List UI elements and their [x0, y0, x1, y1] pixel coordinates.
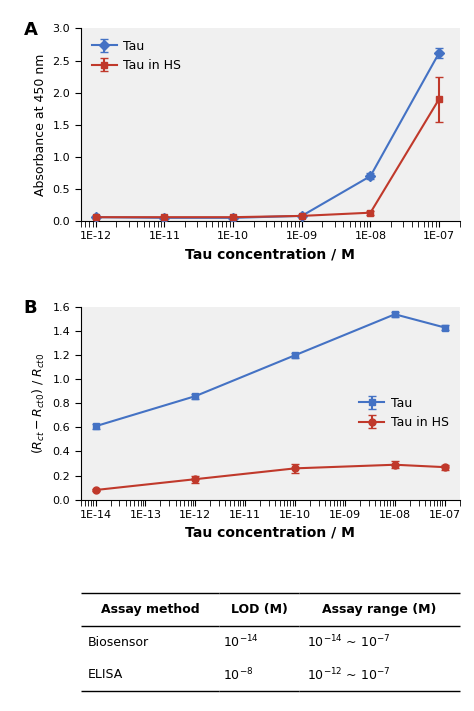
Y-axis label: Absorbance at 450 nm: Absorbance at 450 nm	[34, 53, 47, 196]
X-axis label: Tau concentration / M: Tau concentration / M	[185, 247, 355, 261]
Legend: Tau, Tau in HS: Tau, Tau in HS	[87, 35, 186, 77]
X-axis label: Tau concentration / M: Tau concentration / M	[185, 525, 355, 540]
Text: B: B	[24, 299, 37, 317]
Text: A: A	[24, 21, 37, 38]
Y-axis label: $(R_{ct} - R_{ct0})$ / $R_{ct0}$: $(R_{ct} - R_{ct0})$ / $R_{ct0}$	[31, 353, 47, 454]
Legend: Tau, Tau in HS: Tau, Tau in HS	[354, 392, 454, 434]
